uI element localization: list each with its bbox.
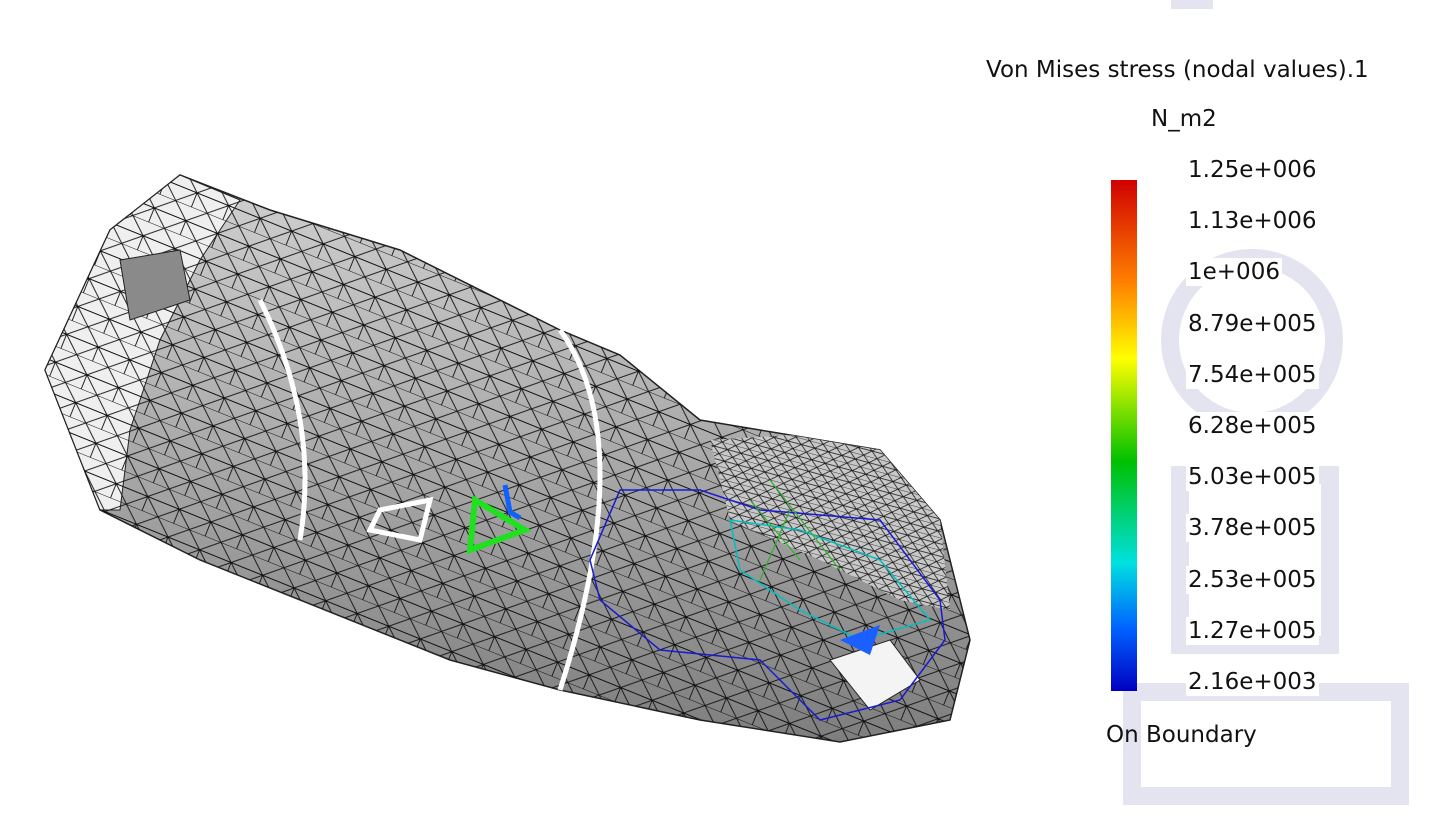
legend-label: 1.25e+006 bbox=[1186, 156, 1319, 184]
legend-label: 5.03e+005 bbox=[1186, 463, 1319, 492]
legend-label: 1e+006 bbox=[1186, 258, 1282, 287]
part-mesh bbox=[44, 174, 971, 743]
legend-label: 2.16e+003 bbox=[1186, 668, 1319, 696]
legend-label: 6.28e+005 bbox=[1186, 412, 1319, 440]
legend-label: 1.13e+006 bbox=[1186, 207, 1319, 236]
color-scale bbox=[1111, 180, 1137, 691]
legend-label: 1.27e+005 bbox=[1186, 616, 1319, 645]
legend-title: Von Mises stress (nodal values).1 bbox=[986, 57, 1369, 83]
legend-footer: On Boundary bbox=[1106, 722, 1257, 748]
legend-label: 7.54e+005 bbox=[1186, 360, 1319, 389]
axis-triad bbox=[466, 484, 532, 555]
legend-label: 2.53e+005 bbox=[1186, 565, 1319, 594]
legend-label: 8.79e+005 bbox=[1186, 309, 1319, 338]
legend-label: 3.78e+005 bbox=[1186, 514, 1319, 543]
legend-unit: N_m2 bbox=[1151, 106, 1217, 132]
